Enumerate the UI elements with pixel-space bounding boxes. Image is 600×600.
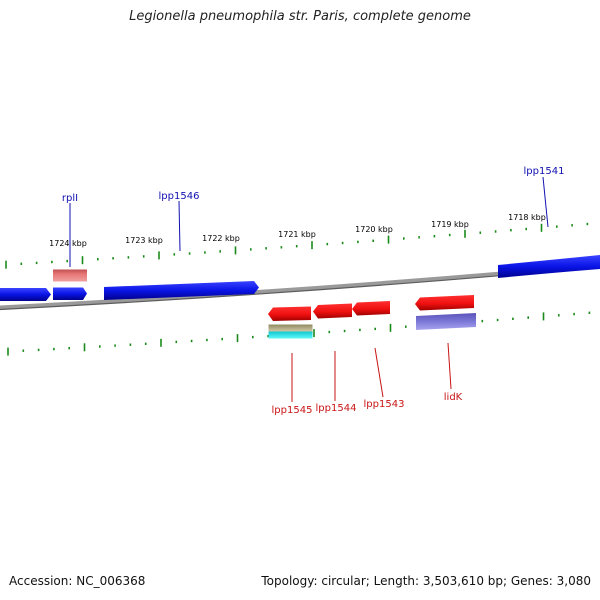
- leader-line-lpp1541: [542, 176, 549, 228]
- page-title: Legionella pneumophila str. Paris, compl…: [129, 9, 471, 24]
- gene-label-lpp1541[interactable]: lpp1541: [524, 166, 565, 177]
- gene-label-lpp1544[interactable]: lpp1544: [316, 403, 357, 414]
- leader-line-lidK: [447, 342, 452, 390]
- gene-label-rplI[interactable]: rplI: [62, 193, 78, 204]
- gene-arrow-lpp1541[interactable]: [498, 255, 600, 278]
- scale-label-1719: 1719 kbp: [431, 220, 469, 229]
- misc-feature-cyan[interactable]: [268, 331, 313, 339]
- gene-arrow-lpp1544[interactable]: [313, 303, 352, 319]
- scale-label-1720: 1720 kbp: [355, 225, 393, 234]
- scale-label-1724: 1724 kbp: [49, 239, 87, 248]
- gene-arrow-lpp1545[interactable]: [268, 306, 311, 322]
- genome-summary-text: Topology: circular; Length: 3,503,610 bp…: [261, 574, 591, 588]
- gene-label-lpp1543[interactable]: lpp1543: [364, 399, 405, 410]
- rna-feature-rplI[interactable]: [53, 269, 87, 282]
- scale-label-1721: 1721 kbp: [278, 230, 316, 239]
- gene-arrow-left-1[interactable]: [0, 288, 51, 301]
- leader-line-lpp1543: [374, 347, 384, 398]
- gene-arrow-lidK[interactable]: [415, 295, 474, 311]
- gene-label-lpp1545[interactable]: lpp1545: [272, 405, 313, 416]
- leader-line-lpp1546: [178, 200, 181, 252]
- scale-label-1718: 1718 kbp: [508, 213, 546, 222]
- gene-arrow-rplI[interactable]: [53, 287, 87, 301]
- misc-feature-olive[interactable]: [268, 324, 313, 332]
- accession-text: Accession: NC_006368: [9, 574, 146, 588]
- scale-label-1722: 1722 kbp: [202, 234, 240, 243]
- gene-label-lpp1546[interactable]: lpp1546: [159, 191, 200, 202]
- scale-ticks-top: [5, 222, 589, 269]
- scale-label-1723: 1723 kbp: [125, 236, 163, 245]
- gene-arrow-lpp1543[interactable]: [352, 301, 390, 316]
- gene-arrow-lpp1546[interactable]: [104, 281, 259, 300]
- gene-label-lidK[interactable]: lidK: [444, 392, 463, 403]
- domain-feature-lidK[interactable]: [416, 313, 476, 330]
